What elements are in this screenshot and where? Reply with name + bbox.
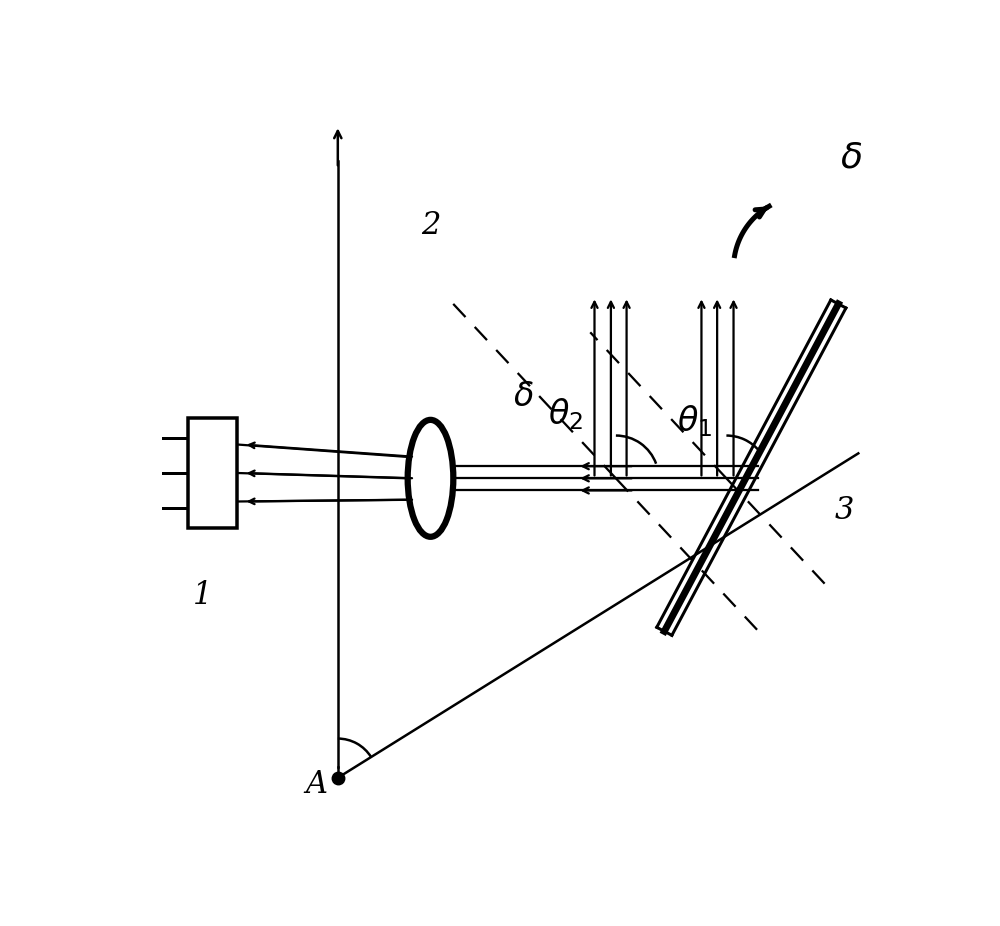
Text: 1: 1 [193, 581, 212, 611]
Text: A: A [305, 770, 327, 800]
Text: $\delta$: $\delta$ [840, 141, 862, 174]
Text: $\theta_1$: $\theta_1$ [677, 404, 712, 439]
Text: $\theta_2$: $\theta_2$ [548, 396, 583, 432]
Bar [188, 418, 237, 528]
Text: 3: 3 [834, 494, 854, 526]
Text: 2: 2 [421, 209, 440, 241]
Ellipse shape [408, 419, 453, 537]
Text: $\delta$: $\delta$ [513, 380, 534, 413]
